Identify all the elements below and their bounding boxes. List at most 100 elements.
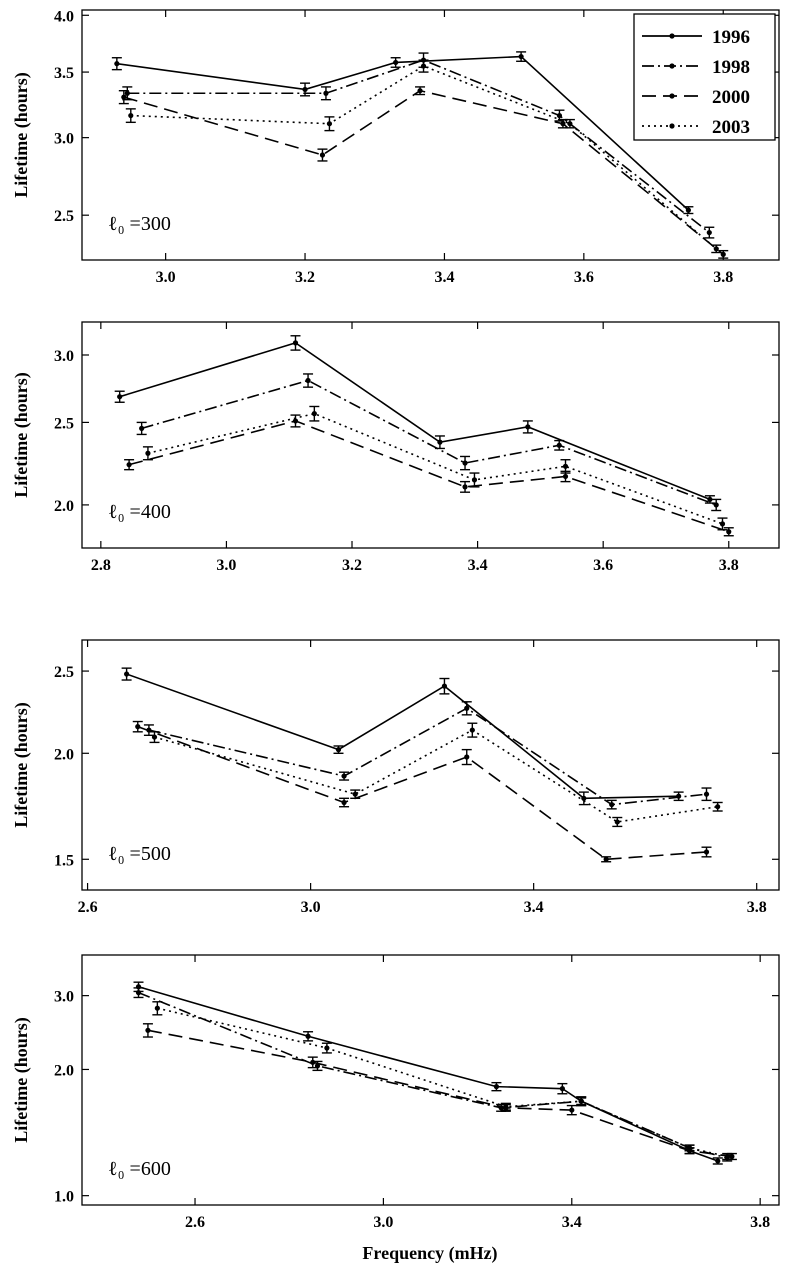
legend-label-2003: 2003	[712, 117, 750, 138]
legend-label-1998: 1998	[712, 57, 750, 78]
x-tick-label: 3.4	[434, 269, 454, 286]
data-point-1996	[292, 340, 299, 346]
y-tick-label: 3.5	[54, 65, 74, 82]
x-tick-label: 3.0	[156, 269, 176, 286]
x-tick-label: 3.4	[562, 1214, 582, 1231]
y-tick-label: 2.0	[54, 498, 74, 515]
data-point-1996	[581, 795, 587, 801]
data-point-2000	[729, 1153, 735, 1160]
data-point-1996	[559, 1086, 565, 1092]
y-tick-label: 2.5	[54, 208, 74, 225]
series-line-1996	[126, 673, 679, 800]
data-point-2003	[128, 112, 134, 119]
data-point-1998	[462, 460, 468, 466]
series-line-1996	[116, 55, 689, 211]
data-point-1996	[335, 747, 342, 753]
series-2003	[125, 59, 722, 254]
data-point-1998	[706, 229, 712, 236]
series-line-2000	[123, 89, 724, 255]
data-point-1998	[703, 791, 710, 797]
data-point-1996	[117, 394, 123, 400]
data-point-2000	[121, 94, 127, 100]
data-point-2000	[341, 799, 347, 806]
series-line-2003	[130, 65, 717, 250]
data-point-1996	[124, 671, 130, 677]
ell-annotation: ℓ₀ =500	[108, 843, 171, 865]
series-1996	[114, 335, 715, 504]
data-point-2003	[614, 819, 620, 825]
data-point-2003	[578, 1098, 584, 1104]
series-2003	[149, 722, 723, 828]
x-tick-label: 3.6	[593, 557, 613, 574]
y-tick-label: 1.0	[54, 1189, 74, 1206]
plot-frame	[81, 639, 780, 891]
panel-4: 2.6 3.0 3.4 3.8 1.0 2.0 3.0 Lifetime (hours) ℓ₀ …	[11, 954, 780, 1231]
data-point-1996	[685, 207, 691, 213]
legend-marker-2003	[669, 123, 675, 129]
series-1998	[143, 701, 712, 810]
y-tick-label: 2.5	[54, 415, 74, 432]
x-tick-label: 3.0	[216, 557, 236, 574]
legend-marker-1998	[669, 63, 675, 69]
data-point-1996	[114, 61, 120, 67]
x-tick-label: 3.8	[719, 557, 739, 574]
data-point-2003	[471, 477, 478, 483]
x-axis-label: Frequency (mHz)	[362, 1243, 497, 1264]
x-tick-label: 3.0	[373, 1214, 393, 1231]
data-point-2000	[703, 849, 710, 855]
data-point-2003	[469, 727, 475, 733]
data-point-1998	[556, 112, 563, 119]
data-point-1996	[493, 1084, 500, 1090]
data-point-2003	[562, 463, 569, 469]
series-2000	[124, 414, 734, 537]
data-point-2000	[417, 88, 423, 94]
ell-annotation: ℓ₀ =600	[108, 1158, 171, 1180]
series-line-1998	[141, 379, 717, 506]
series-1998	[122, 52, 715, 239]
series-1996	[133, 981, 723, 1165]
data-point-1996	[715, 1158, 721, 1164]
x-tick-label: 3.8	[747, 899, 767, 916]
legend-marker-1996	[669, 33, 675, 39]
series-line-1996	[119, 341, 711, 501]
series-line-1998	[127, 59, 710, 234]
data-point-1996	[525, 424, 531, 430]
x-tick-label: 2.8	[91, 557, 111, 574]
data-point-2003	[352, 791, 358, 797]
y-tick-label: 3.0	[54, 348, 74, 365]
data-point-1996	[437, 439, 443, 445]
series-1996	[111, 51, 694, 215]
data-point-2003	[719, 521, 726, 527]
data-point-2000	[462, 484, 468, 490]
data-point-1996	[707, 496, 713, 503]
data-point-1998	[556, 442, 562, 448]
data-point-1998	[464, 705, 470, 711]
data-point-2003	[420, 63, 427, 69]
panel-3: 2.6 3.0 3.4 3.8 1.5 2.0 2.5 Lifetime (hours) ℓ₀ …	[11, 639, 780, 916]
series-2000	[132, 720, 712, 863]
data-point-1996	[393, 59, 399, 66]
data-point-2000	[126, 462, 132, 468]
y-axis-label: Lifetime (hours)	[11, 72, 32, 197]
legend-marker-2000	[669, 93, 675, 99]
data-point-2003	[151, 734, 158, 740]
x-tick-label: 3.0	[301, 899, 321, 916]
data-point-2003	[713, 246, 719, 252]
panels-group: 3.0 3.2 3.4 3.6 3.8 2.5 3.0 3.5 4.0 Lifetime (hou…	[11, 8, 780, 1231]
data-point-1998	[305, 377, 311, 384]
x-tick-label: 2.6	[185, 1214, 205, 1231]
y-tick-label: 4.0	[54, 8, 74, 25]
data-point-1998	[139, 425, 145, 431]
data-point-2003	[567, 121, 573, 127]
data-point-2000	[603, 856, 609, 862]
data-point-1998	[341, 773, 347, 779]
series-line-2000	[147, 1029, 733, 1158]
x-tick-label: 3.2	[342, 557, 362, 574]
x-tick-label: 3.2	[295, 269, 315, 286]
data-point-2003	[686, 1145, 693, 1151]
x-tick-label: 3.4	[468, 557, 488, 574]
legend-label-2000: 2000	[712, 87, 750, 108]
data-point-1998	[323, 90, 329, 96]
x-tick-label: 3.6	[574, 269, 594, 286]
